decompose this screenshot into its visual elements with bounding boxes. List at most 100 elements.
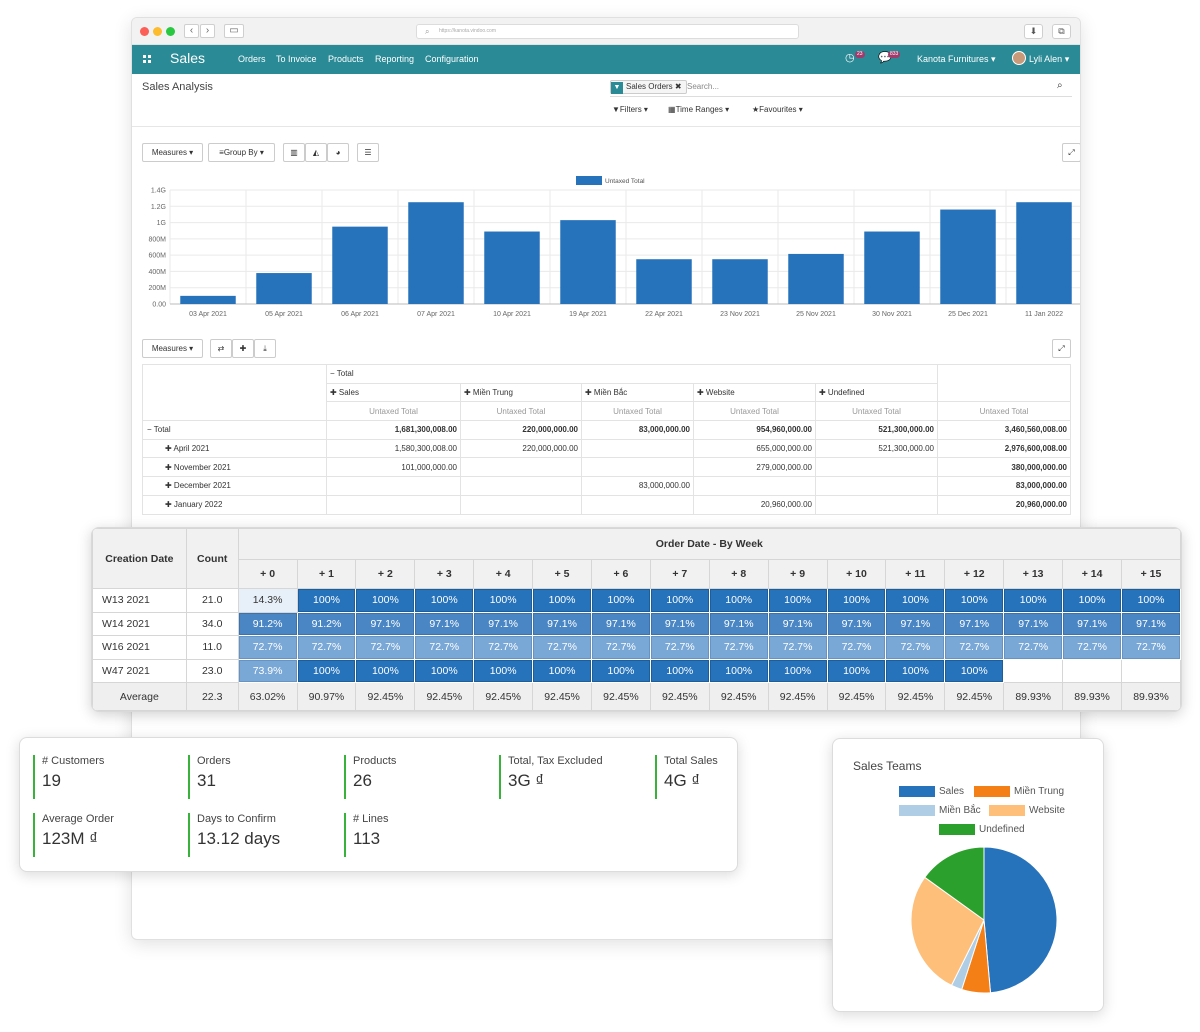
cohort-cell[interactable]: 100% xyxy=(1121,588,1181,613)
cohort-cell[interactable]: 100% xyxy=(355,658,416,683)
cohort-cell[interactable]: 97.1% xyxy=(532,611,592,636)
flip-axis-icon[interactable]: ⇄ xyxy=(210,339,232,358)
pie-legend-item[interactable]: Miền Trung xyxy=(974,786,1064,797)
cohort-cell[interactable]: 100% xyxy=(296,658,357,683)
cohort-cell[interactable]: 72.7% xyxy=(708,635,769,660)
pie-legend-item[interactable]: Undefined xyxy=(939,824,1025,835)
close-dot[interactable] xyxy=(140,27,149,36)
pie-chart-icon[interactable]: ◕ xyxy=(327,143,349,162)
cohort-cell[interactable]: 72.7% xyxy=(1121,635,1181,660)
cohort-cell[interactable]: 72.7% xyxy=(355,635,416,660)
cohort-cell[interactable]: 97.1% xyxy=(1121,611,1181,636)
cohort-cell[interactable]: 100% xyxy=(826,588,887,613)
cohort-cell[interactable]: 100% xyxy=(473,658,534,683)
user-menu[interactable]: Lyli Alen ▾ xyxy=(1029,54,1070,64)
expand-all-icon[interactable]: ✚ xyxy=(232,339,254,358)
pivot-row-header[interactable]: ✚ December 2021 xyxy=(142,476,327,496)
kpi-item[interactable]: Total Sales 4G ₫ xyxy=(655,755,718,799)
sidebar-toggle-icon[interactable]: ▭ xyxy=(224,24,244,38)
cohort-cell[interactable]: 97.1% xyxy=(944,611,1005,636)
cohort-cell[interactable]: 100% xyxy=(708,658,769,683)
pie-legend-item[interactable]: Website xyxy=(989,805,1065,816)
menu-orders[interactable]: Orders xyxy=(238,54,266,64)
pivot-col-header[interactable]: ✚ Website xyxy=(693,382,816,403)
bar-chart-icon[interactable]: ▥ xyxy=(283,143,305,162)
pie-legend-item[interactable]: Sales xyxy=(899,786,964,797)
cohort-cell[interactable]: 97.1% xyxy=(1062,611,1122,636)
menu-to-invoice[interactable]: To Invoice xyxy=(276,54,317,64)
cohort-cell[interactable]: 72.7% xyxy=(532,635,592,660)
company-switcher[interactable]: Kanota Furnitures ▾ xyxy=(917,54,996,64)
search-input[interactable]: Search... xyxy=(687,82,720,91)
cohort-cell[interactable]: 100% xyxy=(532,658,592,683)
expand-icon[interactable]: ⤢ xyxy=(1062,143,1080,162)
cohort-cell[interactable]: 97.1% xyxy=(473,611,534,636)
favourites-dropdown[interactable]: ★Favourites ▾ xyxy=(752,105,803,114)
pivot-col-header-total[interactable]: − Total xyxy=(326,364,938,384)
cohort-cell[interactable]: 97.1% xyxy=(414,611,475,636)
line-chart-icon[interactable]: ◭ xyxy=(305,143,327,162)
menu-products[interactable]: Products xyxy=(328,54,364,64)
search-icon[interactable]: ⌕ xyxy=(1057,80,1063,91)
menu-reporting[interactable]: Reporting xyxy=(375,54,415,64)
pivot-expand-icon[interactable]: ⤢ xyxy=(1052,339,1071,358)
cohort-cell[interactable]: 72.7% xyxy=(414,635,475,660)
cohort-cell[interactable]: 100% xyxy=(826,658,887,683)
cohort-cell[interactable]: 72.7% xyxy=(767,635,828,660)
activity-icon[interactable]: ◷ xyxy=(845,52,855,64)
cohort-cell[interactable]: 100% xyxy=(944,658,1005,683)
cohort-cell[interactable]: 100% xyxy=(590,588,651,613)
cohort-cell[interactable]: 91.2% xyxy=(237,611,298,636)
cohort-cell[interactable]: 97.1% xyxy=(590,611,651,636)
minimize-dot[interactable] xyxy=(153,27,162,36)
kpi-item[interactable]: Average Order 123M ₫ xyxy=(33,813,114,857)
kpi-item[interactable]: Products 26 xyxy=(344,755,396,799)
kpi-item[interactable]: Orders 31 xyxy=(188,755,231,799)
app-name[interactable]: Sales xyxy=(170,50,206,66)
forward-icon[interactable]: › xyxy=(200,24,215,38)
user-avatar[interactable] xyxy=(1012,51,1026,65)
cohort-cell[interactable]: 73.9% xyxy=(237,658,298,683)
tabs-icon[interactable]: ⧉ xyxy=(1052,24,1071,39)
pivot-measures-button[interactable]: Measures ▾ xyxy=(142,339,203,358)
kpi-item[interactable]: # Lines 113 xyxy=(344,813,388,857)
time-ranges-dropdown[interactable]: ▦Time Ranges ▾ xyxy=(668,105,730,114)
cohort-cell[interactable]: 97.1% xyxy=(1003,611,1064,636)
measures-button[interactable]: Measures ▾ xyxy=(142,143,203,162)
cohort-cell[interactable]: 100% xyxy=(885,588,946,613)
cohort-cell[interactable]: 100% xyxy=(473,588,534,613)
pivot-row-header[interactable]: ✚ November 2021 xyxy=(142,457,327,478)
filters-dropdown[interactable]: ▼Filters ▾ xyxy=(612,105,648,114)
cohort-cell[interactable]: 97.1% xyxy=(885,611,946,636)
cohort-cell[interactable]: 97.1% xyxy=(649,611,710,636)
cohort-cell[interactable]: 100% xyxy=(296,588,357,613)
pivot-col-header[interactable]: ✚ Miền Bắc xyxy=(581,382,694,403)
cohort-cell[interactable]: 72.7% xyxy=(826,635,887,660)
cohort-cell[interactable]: 72.7% xyxy=(649,635,710,660)
url-bar[interactable]: ⌕ https://kanota.vindoo.com xyxy=(416,24,799,39)
download-icon[interactable]: ⬇ xyxy=(1024,24,1043,39)
cohort-cell[interactable]: 97.1% xyxy=(767,611,828,636)
cohort-cell[interactable]: 97.1% xyxy=(355,611,416,636)
cohort-cell[interactable]: 100% xyxy=(355,588,416,613)
pie-legend-item[interactable]: Miền Bắc xyxy=(899,805,981,816)
menu-configuration[interactable]: Configuration xyxy=(425,54,479,64)
cohort-cell[interactable]: 91.2% xyxy=(296,611,357,636)
cohort-cell[interactable]: 100% xyxy=(885,658,946,683)
cohort-cell[interactable]: 100% xyxy=(532,588,592,613)
group-by-button[interactable]: ≡Group By ▾ xyxy=(208,143,275,162)
cohort-cell[interactable]: 100% xyxy=(590,658,651,683)
cohort-cell[interactable]: 14.3% xyxy=(237,588,298,613)
download-xlsx-icon[interactable]: ⤓ xyxy=(254,339,276,358)
stack-icon[interactable]: ☰ xyxy=(357,143,379,162)
cohort-cell[interactable]: 72.7% xyxy=(590,635,651,660)
remove-facet-icon[interactable]: ✖ xyxy=(674,82,682,91)
cohort-cell[interactable]: 72.7% xyxy=(1062,635,1122,660)
cohort-cell[interactable]: 97.1% xyxy=(708,611,769,636)
pivot-col-header[interactable]: ✚ Miền Trung xyxy=(460,382,582,403)
cohort-cell[interactable]: 72.7% xyxy=(296,635,357,660)
cohort-cell[interactable]: 72.7% xyxy=(944,635,1005,660)
kpi-item[interactable]: # Customers 19 xyxy=(33,755,104,799)
kpi-item[interactable]: Total, Tax Excluded 3G ₫ xyxy=(499,755,603,799)
apps-menu-icon[interactable] xyxy=(143,55,151,63)
